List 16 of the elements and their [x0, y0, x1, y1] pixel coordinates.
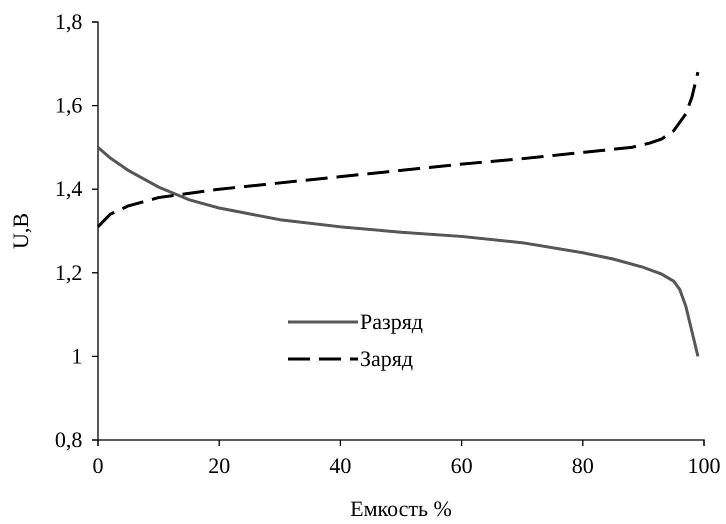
x-axis-title: Емкость % [350, 496, 452, 521]
y-tick-label: 1,8 [54, 9, 82, 34]
y-tick-label: 1,6 [54, 92, 82, 118]
y-axis-title: U,B [8, 212, 33, 250]
x-tick-label: 100 [688, 453, 720, 478]
legend-label: Заряд [360, 346, 414, 371]
x-tick-label: 20 [208, 453, 230, 478]
x-tick-label: 80 [572, 453, 594, 478]
x-tick-label: 60 [450, 453, 473, 478]
x-tick-label: 40 [329, 453, 352, 478]
legend-label: Разряд [360, 309, 424, 334]
x-tick-label: 0 [92, 453, 104, 478]
y-tick-label: 1,2 [54, 260, 82, 285]
y-tick-label: 0,8 [54, 427, 82, 452]
y-tick-label: 1 [71, 343, 82, 368]
y-tick-label: 1,4 [54, 176, 82, 202]
